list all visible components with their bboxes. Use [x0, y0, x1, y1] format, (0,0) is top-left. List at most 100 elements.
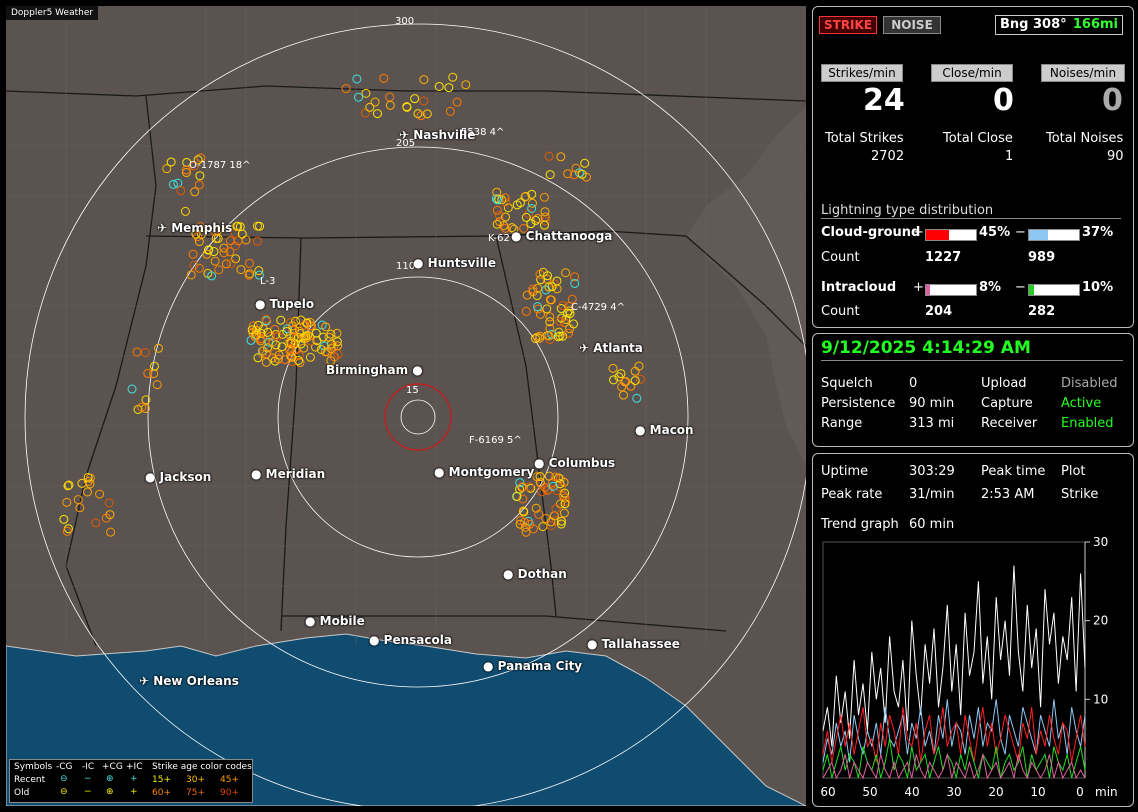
strike-marker	[333, 349, 343, 359]
strike-marker	[352, 74, 362, 84]
strike-marker	[517, 482, 527, 492]
storm-cell-label[interactable]: K-62	[488, 233, 510, 244]
strike-marker	[542, 304, 552, 314]
strike-marker	[616, 369, 626, 379]
storm-cell-label[interactable]: L-3	[260, 276, 276, 287]
ic-minus-old-icon: −	[84, 787, 92, 797]
strike-marker	[225, 236, 235, 246]
strike-marker	[535, 333, 545, 343]
strike-marker	[545, 295, 555, 305]
ic-minus-count: 282	[1028, 304, 1056, 319]
strike-marker	[564, 328, 574, 338]
storm-cell-label[interactable]: C-4729 4^	[571, 302, 625, 313]
strike-toggle[interactable]: STRIKE	[819, 16, 877, 34]
noise-toggle[interactable]: NOISE	[883, 16, 941, 34]
trend-panel: Uptime 303:29 Peak time Plot Peak rate 3…	[812, 453, 1134, 807]
cg-minus-sign: −	[1015, 225, 1026, 240]
strike-marker	[609, 375, 619, 385]
strike-marker	[254, 266, 264, 276]
city-dot-icon: ●	[635, 423, 650, 437]
peak-time-value: 2:53 AM	[981, 487, 1035, 502]
strike-marker	[106, 527, 116, 537]
strike-marker	[372, 109, 382, 119]
capture-label: Capture	[981, 396, 1033, 411]
strike-marker	[617, 382, 627, 392]
persistence-label: Persistence	[821, 396, 896, 411]
strike-marker	[189, 161, 199, 171]
strike-marker	[545, 312, 555, 322]
close-per-min-label: Close/min	[931, 64, 1013, 82]
airport-icon: ✈	[399, 128, 414, 142]
city-jackson: ● Jackson	[145, 470, 212, 484]
capture-status[interactable]: Active	[1061, 396, 1102, 411]
x-tick-label: 20	[988, 785, 1003, 799]
total-close-label: Total Close	[943, 131, 1013, 146]
strike-markers	[59, 72, 646, 537]
cg-minus-recent-icon: ⊖	[60, 774, 68, 784]
lightning-map[interactable]: Doppler5 Weather 15 110 205 300 ✈ Nashvi…	[6, 6, 806, 806]
strike-marker	[193, 232, 203, 242]
strike-marker	[190, 187, 200, 197]
strike-marker	[263, 327, 273, 337]
strike-marker	[521, 191, 531, 201]
city-montgomery: ● Montgomery	[434, 465, 535, 479]
range-value[interactable]: 313 mi	[909, 416, 955, 431]
strike-marker	[181, 168, 191, 178]
series-line	[822, 699, 1086, 763]
persistence-value[interactable]: 90 min	[909, 396, 955, 411]
storm-cell-label[interactable]: 5538 4^	[461, 127, 505, 138]
strike-marker	[527, 203, 537, 213]
strike-marker	[570, 272, 580, 282]
x-tick-label: 0	[1076, 785, 1084, 799]
receiver-status[interactable]: Enabled	[1061, 416, 1114, 431]
strike-marker	[556, 516, 566, 526]
strike-marker	[316, 344, 326, 354]
strike-marker	[194, 237, 204, 247]
city-dothan: ● Dothan	[503, 567, 567, 581]
strike-marker	[370, 97, 380, 107]
cg-plus-recent-icon: ⊕	[106, 774, 114, 784]
strike-marker	[214, 265, 224, 275]
strike-marker	[519, 507, 529, 517]
squelch-label: Squelch	[821, 376, 873, 391]
strike-marker	[186, 270, 196, 280]
strike-marker	[195, 171, 205, 181]
strike-marker	[577, 169, 587, 179]
strike-marker	[143, 368, 153, 378]
strike-marker	[132, 347, 142, 357]
strike-marker	[544, 282, 554, 292]
strike-marker	[538, 267, 548, 277]
cg-minus-pct: 37%	[1082, 225, 1114, 240]
storm-cell-label[interactable]: O-1787 18^	[189, 160, 251, 171]
strike-marker	[137, 402, 147, 412]
cg-plus-count: 1227	[925, 250, 962, 265]
strike-marker	[271, 340, 281, 350]
trend-graph-value[interactable]: 60 min	[909, 517, 955, 532]
city-macon: ● Macon	[635, 423, 694, 437]
squelch-value[interactable]: 0	[909, 376, 918, 391]
strike-marker	[203, 245, 213, 255]
strike-marker	[261, 349, 271, 359]
plot-value[interactable]: Strike	[1061, 487, 1099, 502]
y-tick-label: 30	[1093, 535, 1108, 549]
strike-marker	[531, 215, 541, 225]
strike-marker	[295, 358, 305, 368]
strike-marker	[556, 152, 566, 162]
city-panama-city: ● Panama City	[483, 659, 583, 673]
strike-marker	[255, 221, 265, 231]
storm-cell-label[interactable]: F-6169 5^	[469, 435, 522, 446]
strike-marker	[545, 335, 555, 345]
plot-label: Plot	[1061, 464, 1086, 479]
strike-marker	[253, 353, 263, 363]
strike-marker	[555, 499, 565, 509]
strike-marker	[341, 84, 351, 94]
ring-label-110: 110	[396, 261, 416, 272]
close-per-min-value: 0	[993, 83, 1014, 118]
strike-marker	[219, 248, 229, 258]
bearing-readout: Bng 308° 166mi	[995, 15, 1123, 35]
ring-label-300: 300	[395, 16, 415, 27]
city-dot-icon: ●	[408, 363, 423, 377]
upload-status[interactable]: Disabled	[1061, 376, 1118, 391]
ic-plus-recent-icon: +	[130, 774, 138, 784]
peak-rate-value: 31/min	[909, 487, 955, 502]
